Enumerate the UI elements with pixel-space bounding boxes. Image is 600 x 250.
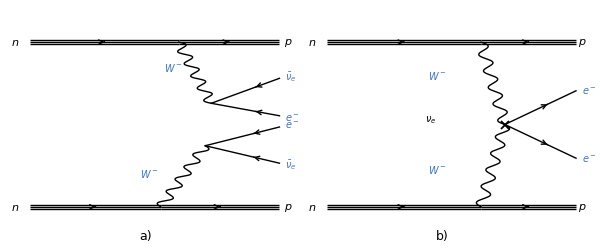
Text: $e^-$: $e^-$ — [582, 86, 597, 97]
Text: $n$: $n$ — [11, 202, 20, 212]
Text: $W^-$: $W^-$ — [428, 164, 446, 176]
Text: $p$: $p$ — [578, 201, 586, 213]
Text: $\bar{\nu}_e$: $\bar{\nu}_e$ — [286, 158, 297, 172]
Text: $p$: $p$ — [284, 201, 293, 213]
Text: $W^-$: $W^-$ — [428, 69, 446, 81]
Text: $p$: $p$ — [284, 37, 293, 49]
Text: $e^-$: $e^-$ — [286, 112, 300, 123]
Text: $n$: $n$ — [11, 38, 20, 48]
Text: $n$: $n$ — [308, 38, 316, 48]
Text: $\nu_e$: $\nu_e$ — [425, 114, 437, 126]
Text: $W^-$: $W^-$ — [140, 168, 159, 179]
Text: $e^-$: $e^-$ — [286, 120, 300, 130]
Text: $\bar{\nu}_e$: $\bar{\nu}_e$ — [286, 70, 297, 84]
Text: $W^-$: $W^-$ — [164, 62, 182, 74]
Text: $e^-$: $e^-$ — [582, 153, 597, 164]
Text: b): b) — [436, 229, 449, 242]
Text: a): a) — [140, 229, 152, 242]
Text: $p$: $p$ — [578, 37, 586, 49]
Text: $n$: $n$ — [308, 202, 316, 212]
